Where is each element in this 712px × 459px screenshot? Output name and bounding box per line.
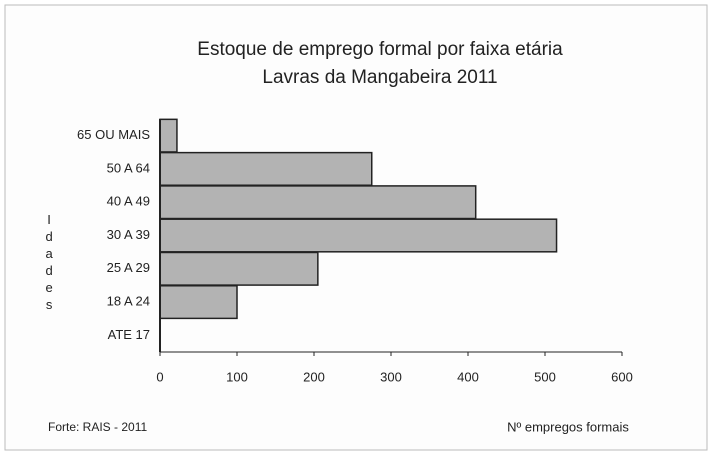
x-tick-label: 0 <box>156 369 163 384</box>
bar <box>159 185 477 220</box>
chart-subtitle: Lavras da Mangabeira 2011 <box>262 67 497 88</box>
y-tick-label: 40 A 49 <box>107 194 150 209</box>
y-tick-label: ATE 17 <box>108 327 150 342</box>
y-tick-label: 30 A 39 <box>107 227 150 242</box>
bar <box>159 151 373 186</box>
x-tick-label: 300 <box>380 369 402 384</box>
bar <box>159 285 238 320</box>
bar <box>159 218 558 253</box>
x-tick-label: 400 <box>457 369 479 384</box>
chart-title: Estoque de emprego formal por faixa etár… <box>197 39 563 60</box>
y-tick-label: 65 OU MAIS <box>77 127 150 142</box>
y-tick-label: 50 A 64 <box>107 160 150 175</box>
source-note: Forte: RAIS - 2011 <box>48 420 147 434</box>
x-axis-label: Nº empregos formais <box>507 419 629 434</box>
y-axis-label: Idades <box>42 212 57 314</box>
bar <box>159 251 319 286</box>
x-tick-label: 600 <box>611 369 633 384</box>
bar <box>159 118 178 153</box>
y-tick-label: 25 A 29 <box>107 260 150 275</box>
x-tick-label: 200 <box>303 369 325 384</box>
x-tick-label: 500 <box>534 369 556 384</box>
y-tick-label: 18 A 24 <box>107 294 150 309</box>
x-tick-label: 100 <box>226 369 248 384</box>
